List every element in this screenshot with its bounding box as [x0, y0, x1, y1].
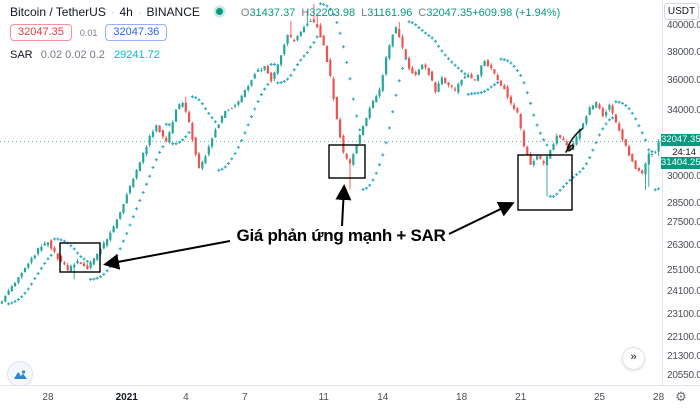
high-label: H: [301, 7, 310, 19]
y-axis-tick: 38000.00: [667, 47, 700, 58]
x-axis-label: 25: [593, 392, 606, 403]
x-axis-label: 4: [183, 392, 189, 403]
x-axis-label: 2021: [115, 392, 138, 403]
bar-countdown-badge: 24:14: [661, 145, 700, 158]
x-axis-label: 11: [318, 392, 329, 403]
market-status-icon[interactable]: [215, 8, 223, 15]
indicator-params: 0.02 0.02 0.2: [40, 49, 105, 61]
y-axis-tick: 20550.00: [667, 370, 700, 382]
separator-dot: ·: [110, 7, 115, 19]
x-axis-label: 21: [515, 392, 527, 403]
candles-layer: [0, 3, 660, 304]
annotation-arrow: [448, 202, 515, 235]
x-axis-label: 28: [42, 392, 54, 403]
y-axis-tick: 28500.00: [667, 198, 700, 210]
highlight-box: [328, 144, 366, 179]
annotation-arrow: [335, 184, 352, 227]
open-value: 31437.37: [249, 7, 296, 19]
open-label: O: [240, 7, 250, 19]
y-axis-tick: 24100.00: [667, 286, 700, 298]
indicator-legend[interactable]: SAR 0.02 0.02 0.2 29241.72: [10, 49, 160, 61]
close-value: 32047.35: [426, 7, 473, 19]
separator-dot: ·: [137, 7, 142, 19]
close-label: C: [418, 7, 427, 19]
price-badge: 32047.35: [661, 134, 700, 146]
change-value: +609.98 (+1.94%): [472, 7, 561, 19]
psar-dots: [7, 2, 661, 306]
time-axis[interactable]: 28 2021 4 7 11 14 18 21 25 28: [0, 385, 700, 411]
go-to-realtime-button[interactable]: »: [622, 347, 645, 370]
price-badge: 31404.25: [661, 157, 700, 169]
gear-icon[interactable]: ⚙: [675, 389, 687, 404]
y-axis-tick: 30000.00: [667, 171, 700, 183]
indicator-value: 29241.72: [113, 49, 160, 61]
high-value: 32203.98: [309, 7, 356, 19]
y-axis-tick: 36000.00: [667, 75, 700, 87]
x-axis-label: 14: [377, 392, 389, 403]
highlight-box: [59, 242, 101, 273]
hand-drawn-squiggle: [565, 128, 583, 153]
y-axis-tick: 25100.00: [667, 264, 700, 276]
price-chart-canvas[interactable]: [0, 0, 662, 385]
x-axis-label: 28: [653, 392, 665, 403]
low-label: L: [361, 7, 368, 19]
y-axis-tick: 23100.00: [667, 308, 700, 320]
y-axis-tick: 40000.00: [667, 20, 700, 32]
x-axis-label: 18: [456, 392, 468, 403]
chart-legend: Bitcoin / TetherUS · 4h · BINANCE O31437.37 H3…: [10, 5, 560, 19]
interval-label[interactable]: 4h: [119, 5, 133, 19]
highlight-box: [517, 154, 573, 211]
y-axis-tick: 26300.00: [667, 240, 700, 252]
tradingview-logo-icon: [7, 361, 33, 387]
trade-panel: 32047.35 0.01 32047.36: [10, 24, 168, 41]
y-axis-tick: 22100.00: [667, 331, 700, 343]
annotation-text: Giá phản ứng mạnh + SAR: [236, 226, 446, 245]
price-axis[interactable]: 40000.00 38000.00 36000.00 34000.00 30000.00…: [662, 0, 700, 385]
low-value: 31161.96: [367, 7, 413, 19]
y-axis-tick: 34000.00: [667, 105, 700, 117]
currency-unit-button[interactable]: USDT: [664, 3, 699, 20]
x-axis-label: 7: [242, 392, 248, 403]
exchange-label: BINANCE: [146, 5, 200, 19]
sell-button[interactable]: 32047.35: [10, 24, 72, 41]
symbol-title[interactable]: Bitcoin / TetherUS: [10, 5, 106, 19]
ohlc-values: O31437.37 H32203.98 L31161.96 C32047.35+609…: [235, 7, 560, 19]
spread-value: 0.01: [79, 27, 98, 38]
y-axis-tick: 21300.00: [667, 351, 700, 363]
indicator-name: SAR: [10, 49, 33, 61]
buy-button[interactable]: 32047.36: [105, 24, 168, 41]
annotation-arrow: [103, 240, 231, 270]
y-axis-tick: 27500.00: [667, 216, 700, 228]
